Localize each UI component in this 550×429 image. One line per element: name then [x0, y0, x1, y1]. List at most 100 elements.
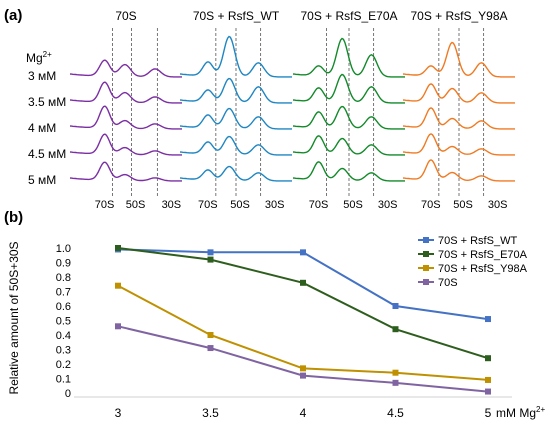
- peak-label: 50S: [453, 199, 473, 211]
- data-point: [392, 369, 399, 376]
- sedimentation-trace: [179, 135, 292, 156]
- y-tick-label: 0.3: [56, 345, 71, 357]
- peak-label: 30S: [378, 199, 398, 211]
- y-tick-label: 0.7: [56, 287, 71, 299]
- series-line: [117, 325, 489, 393]
- sedimentation-trace: [402, 133, 515, 156]
- profile-panel: 70S 70S 50S 30S: [69, 9, 182, 211]
- peak-label: 50S: [230, 199, 250, 211]
- legend-marker: [423, 279, 429, 285]
- data-point: [300, 372, 306, 379]
- data-point: [392, 303, 399, 309]
- row-label: 4.5 мМ: [28, 147, 66, 161]
- legend-marker: [423, 251, 429, 257]
- mg-header-sup: 2+: [43, 50, 52, 59]
- panel-b-label: (b): [4, 209, 23, 226]
- y-tick-label: 1.0: [56, 243, 71, 255]
- sedimentation-trace: [292, 73, 405, 104]
- sedimentation-trace: [179, 165, 292, 182]
- series: [115, 282, 491, 383]
- legend-label: 70S + RsfS_WT: [438, 235, 517, 247]
- x-tick-label: 3: [115, 406, 122, 420]
- row-label: 3 мМ: [28, 69, 56, 83]
- profile-panel-title: 70S + RsfS_WT: [193, 9, 280, 23]
- y-tick-label: 0.6: [56, 301, 71, 313]
- data-point: [300, 279, 306, 286]
- data-point: [300, 365, 306, 372]
- legend-label: 70S: [438, 277, 458, 289]
- data-point: [392, 379, 399, 386]
- x-tick-label: 4: [300, 406, 307, 420]
- row-label: 3.5 мМ: [28, 95, 66, 109]
- mg-header: Mg2+: [26, 50, 52, 65]
- data-point: [392, 326, 399, 333]
- sedimentation-trace: [402, 159, 515, 182]
- sedimentation-trace: [69, 133, 182, 156]
- sedimentation-trace: [69, 59, 182, 78]
- legend: 70S + RsfS_WT 70S + RsfS_E70A 70S + RsfS_Y…: [418, 235, 528, 289]
- sedimentation-trace: [179, 35, 292, 78]
- sedimentation-trace: [402, 107, 515, 130]
- data-point: [207, 345, 214, 352]
- sedimentation-trace: [69, 105, 182, 130]
- sedimentation-trace: [402, 41, 515, 78]
- y-tick-label: 0: [65, 388, 71, 400]
- row-label: 5 мМ: [28, 173, 56, 187]
- row-label: 4 мМ: [28, 121, 56, 135]
- series-line: [117, 247, 489, 360]
- series: [115, 323, 491, 395]
- data-point: [485, 316, 491, 323]
- data-point: [207, 249, 214, 256]
- profile-panel-title: 70S + RsfS_Y98A: [410, 9, 507, 23]
- x-tick-label: 4.5: [387, 406, 404, 420]
- sedimentation-trace: [292, 135, 405, 156]
- sedimentation-trace: [292, 105, 405, 130]
- data-point: [485, 355, 491, 362]
- data-point: [300, 249, 306, 256]
- data-point: [115, 323, 121, 330]
- sedimentation-trace: [292, 161, 405, 182]
- sedimentation-trace: [179, 107, 292, 130]
- data-point: [115, 245, 121, 251]
- legend-marker: [423, 265, 429, 271]
- profile-panel: 70S + RsfS_E70A 70S 50S 30S: [292, 9, 405, 211]
- row-labels: 3 мМ 3.5 мМ 4 мМ 4.5 мМ 5 мМ: [28, 69, 66, 187]
- y-axis-title: Relative amount of 50S+30S: [7, 241, 21, 394]
- profile-panel-title: 70S: [115, 9, 136, 23]
- sedimentation-trace: [402, 83, 515, 104]
- data-point: [115, 282, 121, 289]
- data-point: [485, 388, 491, 395]
- panel-a-label: (a): [4, 7, 22, 24]
- line-chart: 0 0.1 0.2 0.3 0.4 0.5 0.6 0.7 0.8 0.9 1.0 3 3.5 4 4.5 5…: [56, 243, 546, 420]
- peak-label: 70S: [95, 199, 115, 211]
- peak-label: 30S: [265, 199, 285, 211]
- y-tick-label: 0.4: [56, 330, 71, 342]
- sedimentation-trace: [69, 81, 182, 104]
- peak-label: 50S: [126, 199, 146, 211]
- data-point: [485, 376, 491, 383]
- legend-label: 70S + RsfS_E70A: [438, 249, 528, 261]
- y-tick-label: 0.8: [56, 272, 71, 284]
- data-point: [207, 332, 214, 338]
- y-tick-label: 0.2: [56, 359, 71, 371]
- profile-panel-title: 70S + RsfS_E70A: [300, 9, 397, 23]
- y-tick-label: 0.1: [56, 374, 71, 386]
- peak-label: 70S: [421, 199, 441, 211]
- peak-label: 70S: [198, 199, 218, 211]
- data-point: [207, 256, 214, 263]
- profile-panel: 70S + RsfS_WT 70S 50S 30S: [179, 9, 292, 211]
- peak-label: 50S: [343, 199, 363, 211]
- x-tick-label: 3.5: [202, 406, 219, 420]
- peak-label: 30S: [488, 199, 508, 211]
- y-tick-label: 0.9: [56, 258, 71, 270]
- profile-panel: 70S + RsfS_Y98A 70S 50S 30S: [402, 9, 515, 211]
- sedimentation-trace: [69, 161, 182, 182]
- y-tick-label: 0.5: [56, 316, 71, 328]
- peak-label: 30S: [162, 199, 182, 211]
- legend-marker: [423, 237, 429, 243]
- x-tick-label: 5: [485, 406, 492, 420]
- peak-label: 70S: [309, 199, 329, 211]
- sedimentation-trace: [179, 77, 292, 104]
